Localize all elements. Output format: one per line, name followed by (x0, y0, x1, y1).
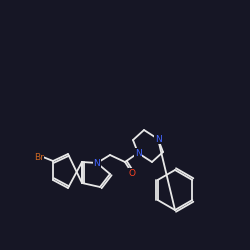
Text: N: N (94, 158, 100, 168)
Text: O: O (128, 168, 136, 177)
Text: N: N (154, 134, 162, 143)
Text: N: N (134, 148, 141, 158)
Text: Br: Br (34, 152, 44, 162)
